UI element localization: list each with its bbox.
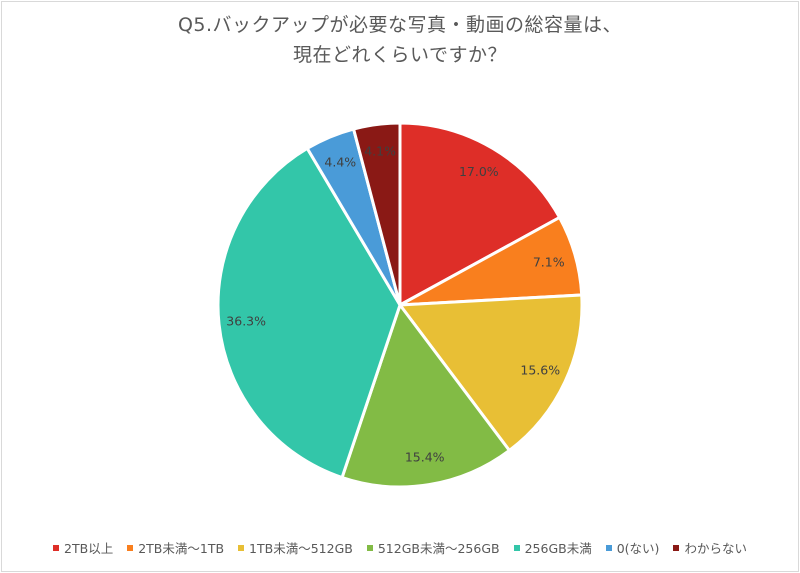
- pie-slices: [216, 121, 584, 489]
- legend-item-none[interactable]: 0(ない): [605, 538, 660, 557]
- data-label: 4.4%: [324, 154, 356, 169]
- legend-swatch: [127, 544, 134, 551]
- legend-item-512gb-256gb[interactable]: 512GB未満～256GB: [366, 538, 500, 557]
- chart-title-line1: Q5.バックアップが必要な写真・動画の総容量は、: [177, 14, 623, 36]
- legend-label: 0(ない): [616, 541, 660, 556]
- chart-title-line2: 現在どれくらいですか？: [293, 44, 507, 66]
- legend-label: 2TB以上: [64, 541, 114, 556]
- legend-swatch: [513, 544, 520, 551]
- data-label: 15.4%: [405, 450, 445, 465]
- legend-swatch: [673, 544, 680, 551]
- data-label: 7.1%: [533, 254, 565, 269]
- legend-item-2tb-1tb[interactable]: 2TB未満～1TB: [127, 538, 224, 557]
- data-label: 4.1%: [364, 144, 396, 159]
- slice-1tb-512gb[interactable]: [397, 293, 584, 453]
- legend-item-2tb-plus[interactable]: 2TB以上: [53, 538, 113, 557]
- data-label: 15.6%: [520, 362, 560, 377]
- legend-swatch: [366, 544, 373, 551]
- legend-label: 1TB未満～512GB: [249, 541, 353, 556]
- slice-unknown[interactable]: [351, 121, 402, 306]
- legend-label: 2TB未満～1TB: [138, 541, 225, 556]
- legend-label: 512GB未満～256GB: [377, 541, 500, 556]
- data-label: 17.0%: [459, 164, 499, 179]
- legend-item-unknown[interactable]: わからない: [673, 538, 747, 557]
- legend-label: 256GB未満: [524, 541, 592, 556]
- legend-label: わからない: [684, 541, 747, 556]
- data-label: 36.3%: [226, 313, 266, 328]
- chart-title: Q5.バックアップが必要な写真・動画の総容量は、 現在どれくらいですか？: [0, 10, 800, 70]
- legend-swatch: [53, 544, 60, 551]
- legend-item-1tb-512gb[interactable]: 1TB未満～512GB: [238, 538, 353, 557]
- slice-512gb-256gb[interactable]: [340, 301, 512, 489]
- pie-data-labels: 17.0% 7.1% 15.6% 15.4% 36.3% 4.4% 4.1%: [226, 144, 564, 465]
- slice-2tb-plus[interactable]: [398, 121, 562, 308]
- legend-swatch: [238, 544, 245, 551]
- legend-swatch: [605, 544, 612, 551]
- legend-item-under-256gb[interactable]: 256GB未満: [513, 538, 592, 557]
- legend: 2TB以上 2TB未満～1TB 1TB未満～512GB 512GB未満～256G…: [0, 538, 800, 557]
